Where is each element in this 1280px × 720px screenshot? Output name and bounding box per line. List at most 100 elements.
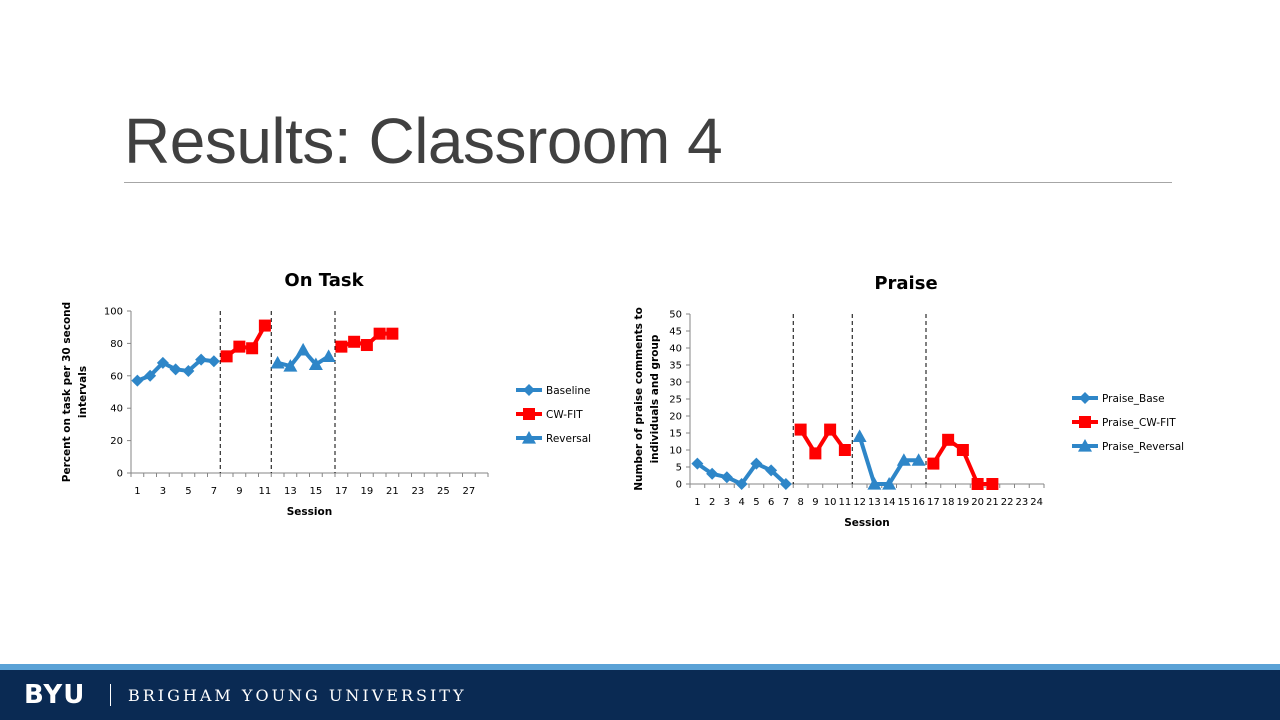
y-tick-label: 5 — [676, 463, 682, 474]
data-point-reversal — [270, 355, 285, 369]
footer-bar: BYU BRIGHAM YOUNG UNIVERSITY — [0, 670, 1280, 720]
legend-marker-cw-fit — [523, 408, 535, 420]
data-point-praise-reversal — [882, 477, 897, 490]
legend-label-baseline: Baseline — [546, 385, 591, 397]
x-tick-label: 11 — [259, 486, 272, 497]
data-point-baseline — [156, 356, 169, 369]
data-point-cw-fit — [246, 342, 259, 355]
data-point-cw-fit — [373, 327, 386, 340]
x-axis-label: Session — [844, 517, 889, 529]
data-point-reversal — [308, 357, 323, 371]
x-tick-label: 13 — [284, 486, 297, 497]
y-tick-label: 30 — [669, 378, 682, 389]
legend-marker-praise-base — [1079, 392, 1091, 404]
chart-title: On Task — [284, 270, 364, 291]
y-tick-label: 60 — [110, 371, 123, 382]
x-tick-label: 7 — [211, 486, 217, 497]
y-tick-label: 50 — [669, 310, 682, 321]
x-tick-label: 7 — [783, 497, 789, 508]
x-tick-label: 19 — [957, 497, 970, 508]
data-point-baseline — [182, 364, 195, 377]
y-tick-label: 25 — [669, 395, 682, 406]
data-point-cw-fit — [335, 340, 348, 353]
data-point-praise-cw-fit — [794, 423, 807, 436]
x-tick-label: 27 — [463, 486, 476, 497]
x-tick-label: 24 — [1030, 497, 1043, 508]
data-point-praise-cw-fit — [942, 433, 955, 446]
data-point-cw-fit — [258, 319, 271, 332]
x-tick-label: 3 — [160, 486, 166, 497]
data-point-praise-base — [779, 478, 792, 490]
y-tick-label: 15 — [669, 429, 682, 440]
legend-marker-baseline — [523, 384, 535, 396]
y-tick-label: 20 — [110, 436, 123, 447]
footer-separator — [110, 684, 111, 706]
y-tick-label: 40 — [669, 344, 682, 355]
data-point-praise-base — [706, 467, 719, 480]
x-tick-label: 9 — [236, 486, 242, 497]
series-line-praise-reversal — [857, 435, 919, 486]
legend-label-cw-fit: CW-FIT — [546, 409, 583, 421]
y-tick-label: 45 — [669, 327, 682, 338]
x-tick-label: 15 — [898, 497, 911, 508]
data-point-baseline — [169, 363, 182, 376]
y-tick-label: 20 — [669, 412, 682, 423]
data-point-cw-fit — [386, 327, 399, 340]
x-tick-label: 21 — [986, 497, 999, 508]
series-line-cw-fit — [225, 324, 267, 358]
x-tick-label: 8 — [797, 497, 803, 508]
y-axis-label: individuals and group — [649, 334, 661, 463]
data-point-praise-reversal — [852, 429, 867, 442]
data-point-reversal — [296, 342, 311, 356]
data-point-praise-base — [691, 457, 704, 470]
data-point-praise-reversal — [896, 453, 911, 466]
data-point-baseline — [195, 353, 208, 366]
data-point-praise-reversal — [911, 453, 926, 466]
x-tick-label: 25 — [437, 486, 450, 497]
legend-marker-praise-cw-fit — [1079, 416, 1091, 428]
x-tick-label: 6 — [768, 497, 774, 508]
y-tick-label: 0 — [117, 469, 123, 480]
y-axis-label: Number of praise comments to — [633, 307, 645, 491]
legend-label-praise-reversal: Praise_Reversal — [1102, 441, 1184, 453]
slide-title: Results: Classroom 4 — [124, 105, 723, 177]
byu-logo: BYU — [24, 680, 86, 710]
x-tick-label: 17 — [927, 497, 940, 508]
data-point-praise-base — [765, 464, 778, 477]
y-tick-label: 35 — [669, 361, 682, 372]
data-point-praise-base — [720, 471, 733, 484]
data-point-praise-cw-fit — [927, 457, 940, 470]
x-tick-label: 14 — [883, 497, 896, 508]
x-tick-label: 13 — [868, 497, 881, 508]
footer-stripe — [0, 664, 1280, 670]
x-tick-label: 15 — [310, 486, 323, 497]
data-point-baseline — [144, 369, 157, 382]
x-tick-label: 5 — [753, 497, 759, 508]
chart-title: Praise — [874, 273, 937, 294]
legend-label-praise-cw-fit: Praise_CW-FIT — [1102, 417, 1176, 429]
y-tick-label: 80 — [110, 339, 123, 350]
data-point-praise-cw-fit — [838, 444, 851, 456]
title-divider — [124, 182, 1172, 183]
series-line-praise-cw-fit — [798, 427, 847, 456]
x-tick-label: 21 — [386, 486, 399, 497]
data-point-baseline — [131, 374, 144, 387]
x-tick-label: 1 — [134, 486, 140, 497]
data-point-praise-cw-fit — [956, 444, 969, 456]
y-axis-label: intervals — [77, 366, 89, 418]
x-tick-label: 5 — [185, 486, 191, 497]
data-point-praise-cw-fit — [986, 478, 999, 490]
data-point-praise-base — [750, 457, 763, 470]
x-tick-label: 10 — [824, 497, 837, 508]
legend-label-reversal: Reversal — [546, 433, 591, 445]
university-name: BRIGHAM YOUNG UNIVERSITY — [128, 686, 467, 705]
y-tick-label: 100 — [104, 307, 123, 318]
legend-marker-reversal — [522, 431, 536, 444]
y-axis-label: Percent on task per 30 second — [61, 302, 73, 482]
data-point-praise-cw-fit — [809, 447, 822, 460]
data-point-reversal — [283, 359, 298, 372]
x-tick-label: 18 — [942, 497, 955, 508]
x-tick-label: 3 — [724, 497, 730, 508]
